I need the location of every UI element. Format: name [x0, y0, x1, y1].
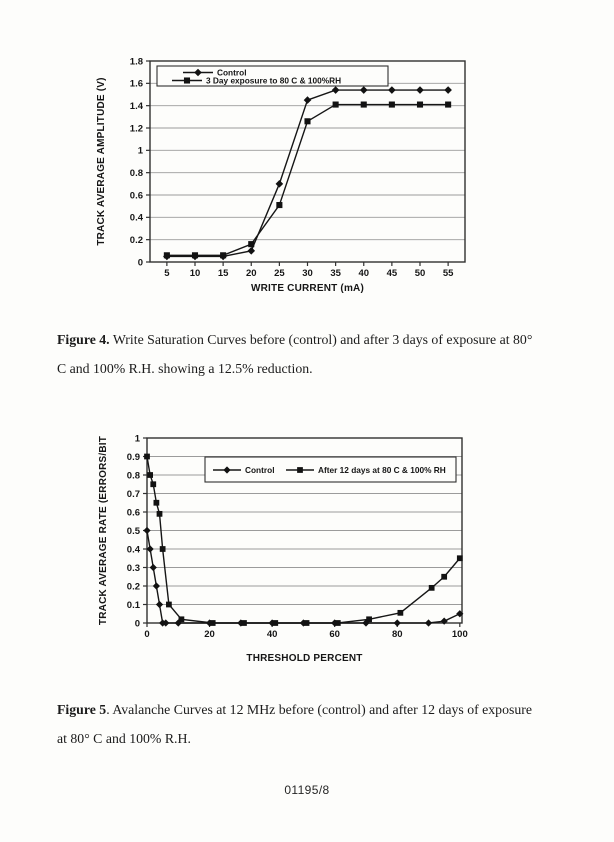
- figure5-caption-label: Figure 5: [57, 702, 107, 717]
- legend: Control After 12 days at 80 C & 100% RH: [204, 456, 457, 483]
- svg-text:1.4: 1.4: [130, 101, 144, 112]
- svg-text:0.6: 0.6: [130, 190, 143, 201]
- svg-text:0.4: 0.4: [127, 544, 141, 555]
- figure4-caption-label: Figure 4.: [57, 332, 110, 347]
- svg-text:25: 25: [274, 268, 285, 279]
- svg-text:30: 30: [302, 268, 313, 279]
- svg-text:0.4: 0.4: [130, 213, 144, 224]
- y-axis-title: TRACK AVERAGE RATE (ERRORS/BIT: [98, 436, 109, 625]
- svg-text:0.1: 0.1: [127, 600, 141, 611]
- figure4-caption: Figure 4. Write Saturation Curves before…: [57, 326, 537, 383]
- svg-text:0: 0: [138, 257, 143, 268]
- svg-text:0.9: 0.9: [127, 452, 140, 463]
- figure5-chart: 0 0.1 0.2 0.3 0.4 0.5 0.6 0.7 0.8 0.9 1 0 20 40 60 80 10…: [98, 433, 468, 664]
- plot-area: 0 0.2 0.4 0.6 0.8 1 1.2 1.4 1.6 1.8 5 10 15 20 25 30 35 4…: [130, 56, 466, 279]
- svg-text:0.3: 0.3: [127, 563, 140, 574]
- svg-text:0.5: 0.5: [127, 526, 141, 537]
- page-number: 01195/8: [284, 783, 330, 797]
- svg-text:60: 60: [329, 629, 340, 640]
- figure4-chart: 0 0.2 0.4 0.6 0.8 1 1.2 1.4 1.6 1.8 5 10 15 20 25 30 35 4…: [96, 56, 466, 294]
- series-control: [163, 86, 452, 261]
- svg-text:After 12 days at 80 C & 100% R: After 12 days at 80 C & 100% RH: [318, 465, 446, 475]
- svg-text:20: 20: [204, 629, 215, 640]
- svg-text:100: 100: [452, 629, 468, 640]
- series-exposed: [144, 453, 463, 626]
- svg-text:Control: Control: [217, 68, 247, 78]
- svg-text:0: 0: [144, 629, 149, 640]
- svg-text:0.6: 0.6: [127, 507, 140, 518]
- svg-text:Control: Control: [245, 465, 275, 475]
- x-axis-title: THRESHOLD PERCENT: [246, 653, 362, 664]
- svg-text:35: 35: [330, 268, 341, 279]
- svg-text:0.8: 0.8: [130, 168, 143, 179]
- svg-text:0.7: 0.7: [127, 489, 140, 500]
- y-axis-title: TRACK AVERAGE AMPLITUDE (V): [96, 77, 107, 245]
- svg-text:40: 40: [358, 268, 369, 279]
- svg-text:40: 40: [267, 629, 278, 640]
- svg-text:1: 1: [138, 146, 144, 157]
- svg-text:1.2: 1.2: [130, 123, 143, 134]
- svg-text:1.8: 1.8: [130, 56, 143, 67]
- svg-text:80: 80: [392, 629, 403, 640]
- svg-text:1: 1: [135, 433, 141, 444]
- svg-text:55: 55: [443, 268, 454, 279]
- svg-text:1.6: 1.6: [130, 79, 143, 90]
- svg-text:0.8: 0.8: [127, 470, 140, 481]
- figure5-caption: Figure 5. Avalanche Curves at 12 MHz bef…: [57, 696, 537, 753]
- svg-text:0: 0: [135, 618, 140, 629]
- svg-text:5: 5: [164, 268, 170, 279]
- svg-text:50: 50: [415, 268, 426, 279]
- svg-text:0.2: 0.2: [130, 235, 143, 246]
- series-control: [143, 526, 464, 627]
- svg-text:10: 10: [190, 268, 201, 279]
- figure5-caption-text: . Avalanche Curves at 12 MHz before (con…: [57, 702, 532, 746]
- svg-text:45: 45: [387, 268, 398, 279]
- figure4-caption-text: Write Saturation Curves before (control)…: [57, 332, 533, 376]
- svg-text:15: 15: [218, 268, 229, 279]
- svg-text:20: 20: [246, 268, 257, 279]
- svg-text:3 Day exposure to 80 C & 100%R: 3 Day exposure to 80 C & 100%RH: [206, 76, 341, 86]
- series-exposed: [163, 101, 452, 259]
- x-axis-title: WRITE CURRENT (mA): [251, 283, 364, 294]
- svg-text:0.2: 0.2: [127, 581, 140, 592]
